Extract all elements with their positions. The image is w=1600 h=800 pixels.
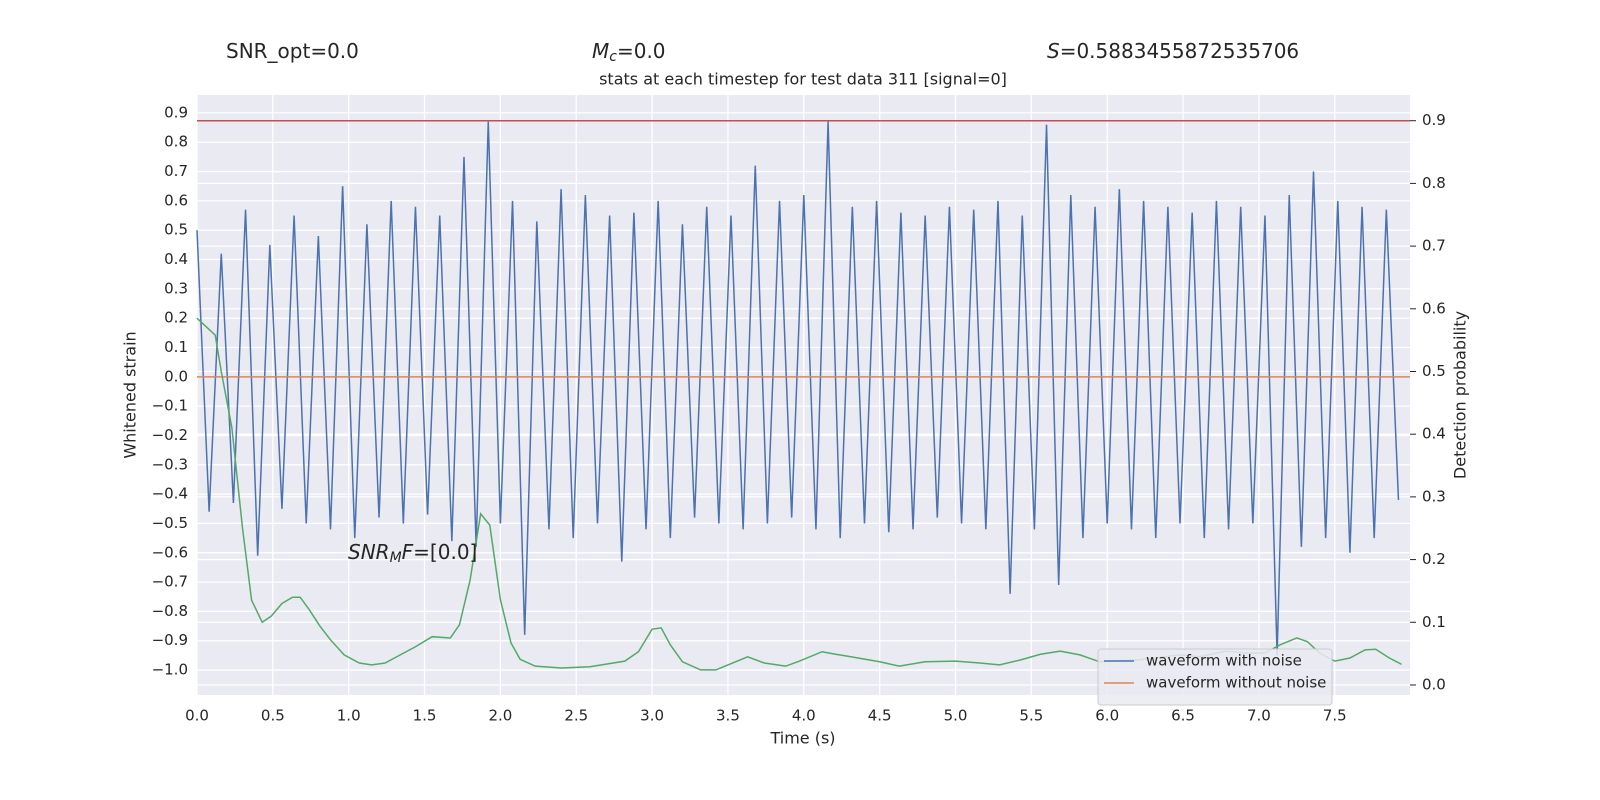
x-tick-label: 2.0: [488, 707, 512, 725]
x-tick-label: 5.0: [944, 707, 968, 725]
annotation: SNR_opt=0.0: [226, 39, 359, 63]
y2-tick-label: 0.4: [1422, 425, 1446, 443]
legend-box: [1097, 648, 1333, 706]
annotation-part: =0.0: [617, 39, 666, 63]
y-tick-label: 0.8: [164, 133, 188, 151]
annotation-part: SNR_opt=0.0: [226, 39, 359, 63]
y-tick-label: −0.2: [152, 426, 188, 444]
x-tick-label: 6.0: [1095, 707, 1119, 725]
annotation-part: SNR: [348, 540, 390, 564]
legend-label: waveform without noise: [1146, 674, 1326, 692]
legend-label: waveform with noise: [1146, 652, 1302, 670]
y2-tick-label: 0.1: [1422, 613, 1446, 631]
annotation: Mc=0.0: [592, 39, 666, 66]
x-tick-label: 3.0: [640, 707, 664, 725]
y-tick-label: −0.8: [152, 602, 188, 620]
y-tick-label: −0.6: [152, 543, 188, 561]
y-tick-label: 0.7: [164, 162, 188, 180]
x-tick-label: 1.5: [413, 707, 437, 725]
y-tick-label: −0.3: [152, 455, 188, 473]
y-axis-label: Whitened strain: [121, 331, 140, 458]
y-tick-label: 0.2: [164, 309, 188, 327]
y-tick-label: −0.9: [152, 631, 188, 649]
y2-tick-label: 0.2: [1422, 550, 1446, 568]
y2-tick-label: 0.5: [1422, 362, 1446, 380]
y-tick-label: −0.1: [152, 397, 188, 415]
data-line: [196, 121, 1400, 656]
y-tick-label: 0.3: [164, 279, 188, 297]
annotation-part: M: [390, 550, 402, 566]
y-tick-label: −0.4: [152, 485, 188, 503]
x-tick-label: 0.0: [185, 707, 209, 725]
x-tick-label: 5.5: [1019, 707, 1043, 725]
y-tick-label: 0.0: [164, 367, 188, 385]
x-tick-label: 3.5: [716, 707, 740, 725]
y-tick-label: −0.5: [152, 514, 188, 532]
x-tick-label: 6.5: [1171, 707, 1195, 725]
y-tick-label: 0.4: [164, 250, 188, 268]
annotation: S=0.5883455872535706: [1047, 39, 1299, 63]
x-tick-label: 7.0: [1247, 707, 1271, 725]
y2-tick-label: 0.6: [1422, 299, 1446, 317]
y-tick-label: 0.6: [164, 191, 188, 209]
annotation-part: F: [402, 540, 414, 564]
y2-tick-label: 0.0: [1422, 675, 1446, 693]
y2-tick-label: 0.7: [1422, 237, 1446, 255]
annotation-part: =[0.0]: [413, 540, 477, 564]
annotation-part: =0.5883455872535706: [1060, 39, 1299, 63]
y2-tick-label: 0.9: [1422, 111, 1446, 129]
y-tick-label: 0.1: [164, 338, 188, 356]
x-tick-label: 4.0: [792, 707, 816, 725]
y-tick-label: −1.0: [152, 661, 188, 679]
chart-title: stats at each timestep for test data 311…: [599, 70, 1007, 89]
x-axis-label: Time (s): [769, 729, 835, 748]
y-tick-label: −0.7: [152, 573, 188, 591]
y-tick-label: 0.5: [164, 221, 188, 239]
x-tick-label: 7.5: [1323, 707, 1347, 725]
y2-tick-label: 0.3: [1422, 487, 1446, 505]
x-tick-label: 0.5: [261, 707, 285, 725]
x-tick-label: 4.5: [868, 707, 892, 725]
annotation-part: M: [592, 39, 609, 63]
x-tick-label: 1.0: [337, 707, 361, 725]
y2-axis-label: Detection probability: [1451, 311, 1470, 479]
y-tick-label: 0.9: [164, 103, 188, 121]
y2-tick-label: 0.8: [1422, 174, 1446, 192]
annotation-part: S: [1047, 39, 1060, 63]
x-tick-label: 2.5: [564, 707, 588, 725]
annotation-part: c: [609, 49, 617, 65]
annotation: SNRMF=[0.0]: [348, 540, 477, 567]
